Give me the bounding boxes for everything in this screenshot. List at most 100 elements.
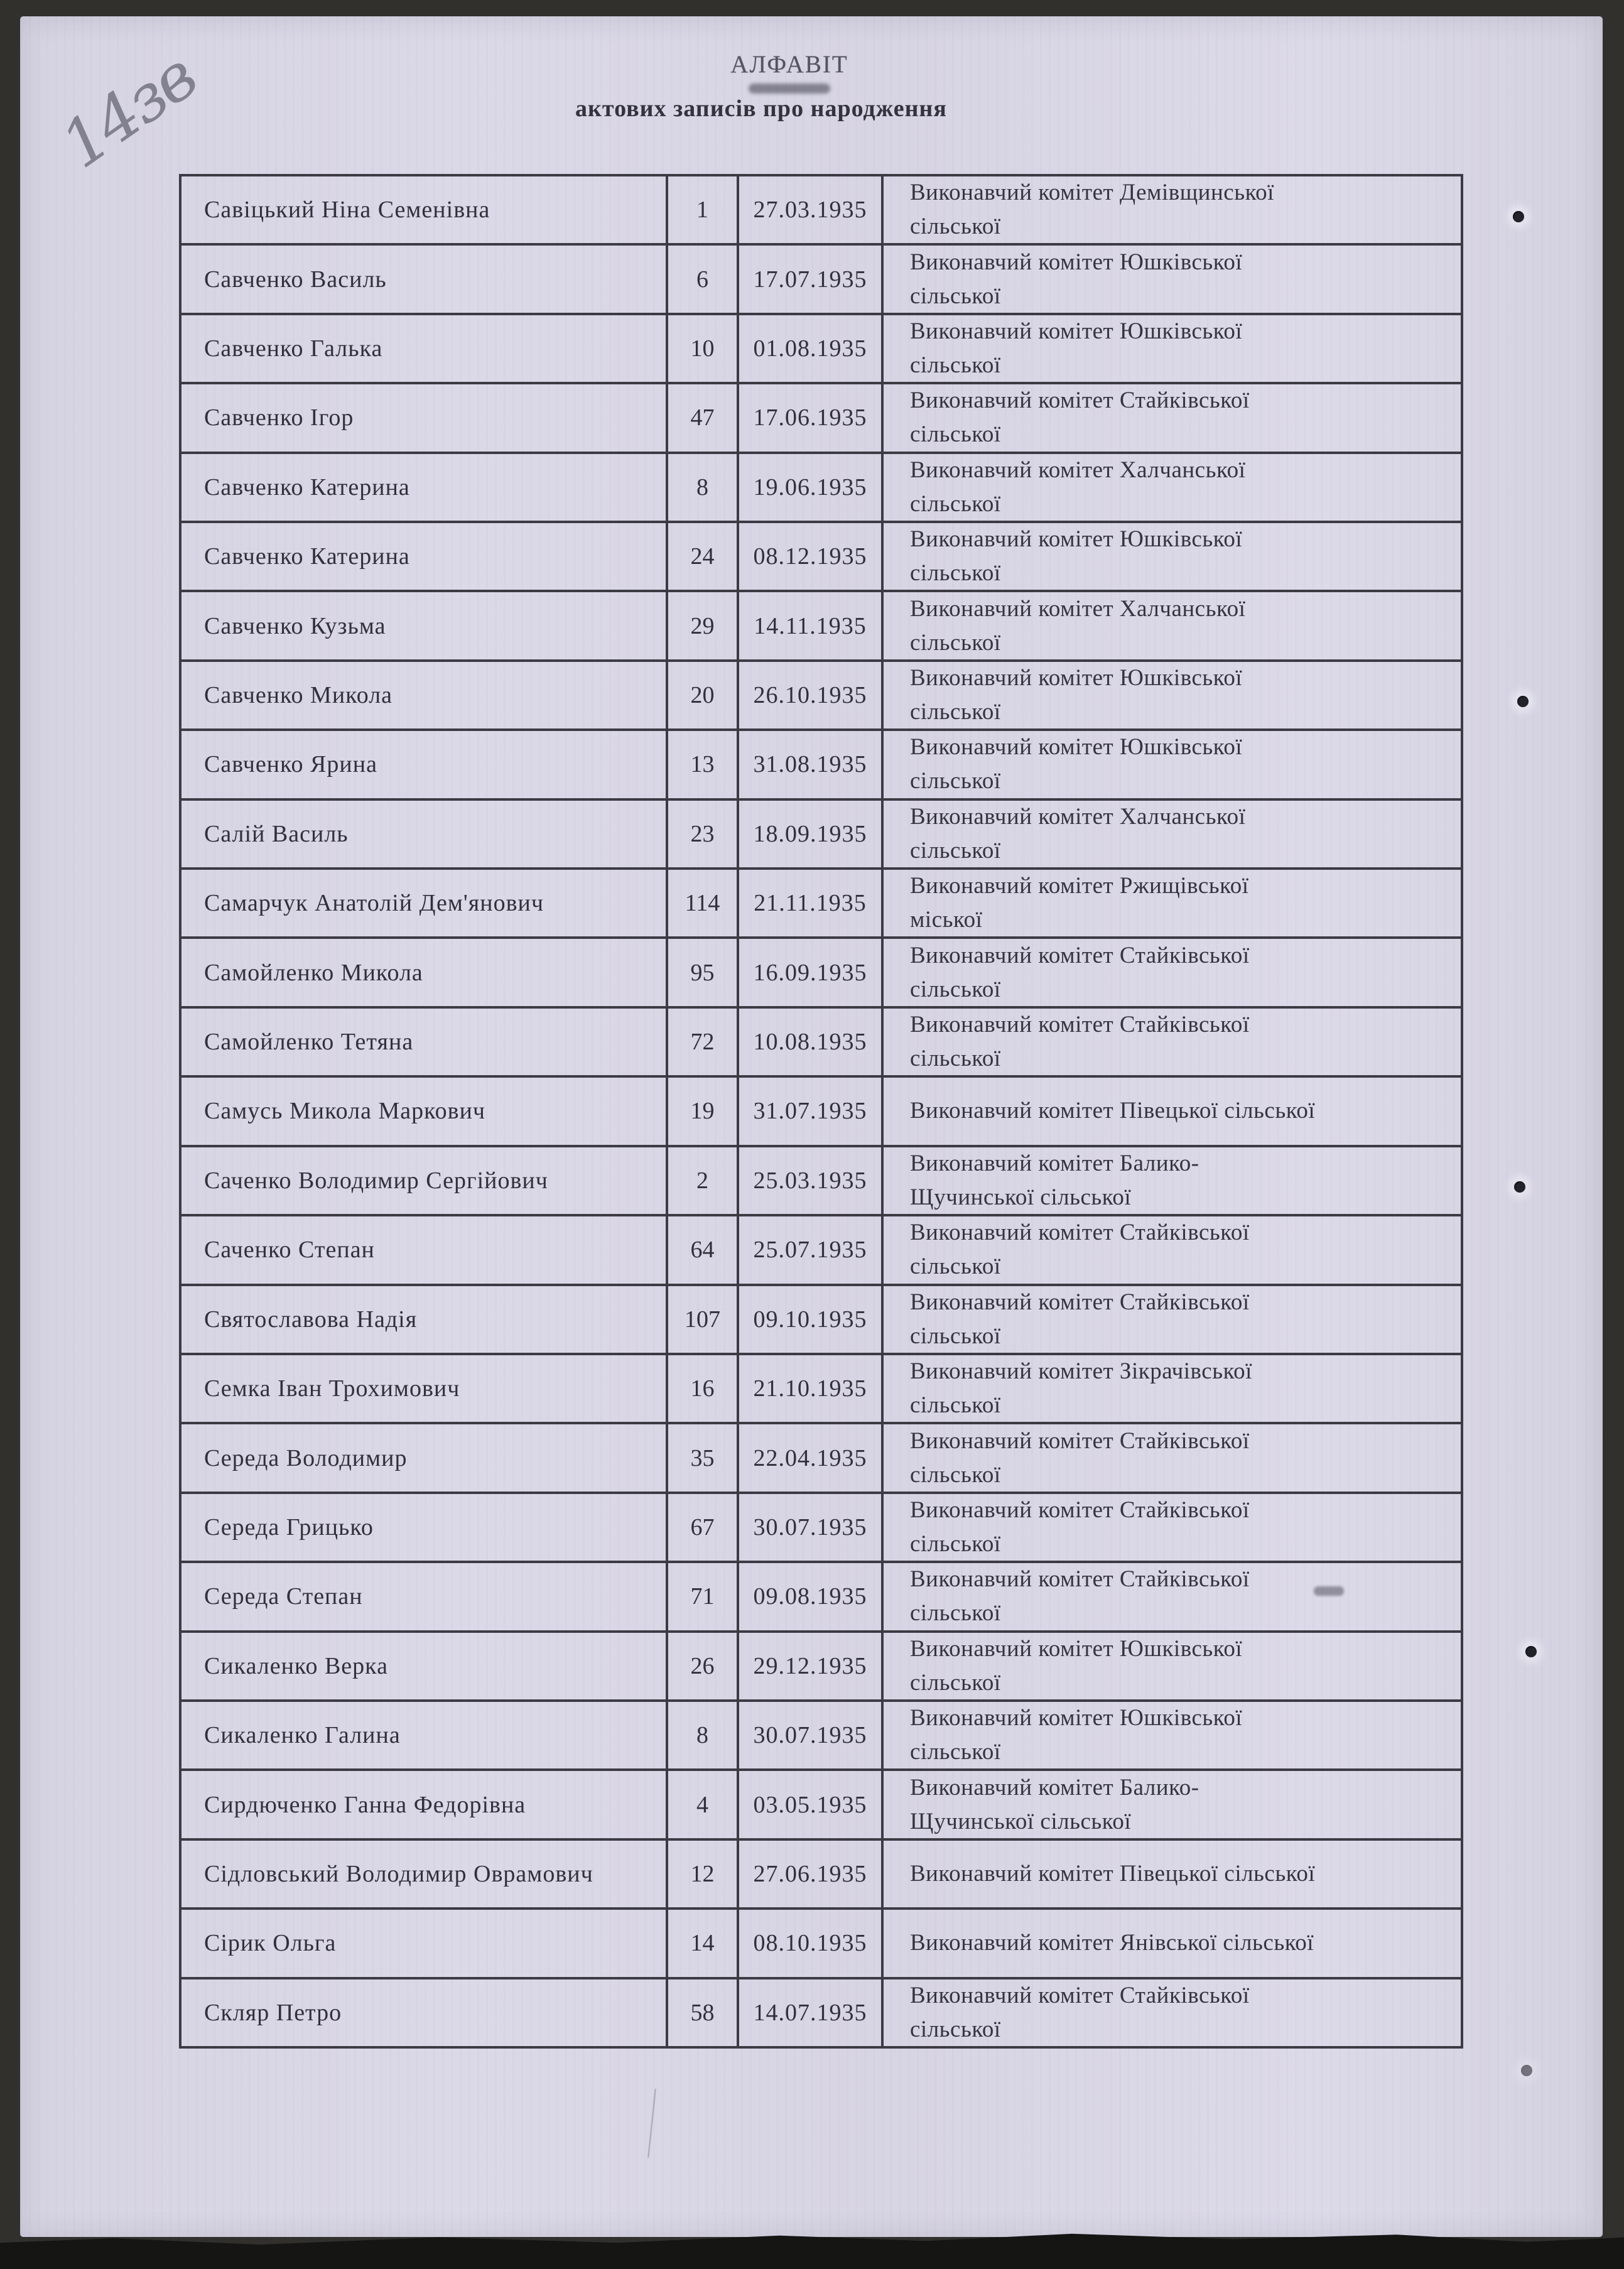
table-row: Середа Грицько 67 30.07.1935 Виконавчий … — [181, 1491, 1461, 1561]
person-name: Савченко Ярина — [181, 731, 668, 798]
record-number: 47 — [668, 384, 739, 452]
record-date: 22.04.1935 — [739, 1424, 884, 1492]
erased-text-smudge — [748, 84, 830, 94]
registration-office: Виконавчий комітет Халчанської сільської — [910, 595, 1246, 656]
registration-office: Виконавчий комітет Півецької сільської — [910, 1098, 1316, 1124]
record-number: 19 — [668, 1078, 739, 1145]
record-number: 24 — [668, 523, 739, 590]
person-name: Савченко Катерина — [181, 453, 668, 521]
record-number: 71 — [668, 1563, 739, 1630]
table-row: Самойленко Микола 95 16.09.1935 Виконавч… — [181, 936, 1461, 1006]
record-date: 29.12.1935 — [739, 1632, 884, 1699]
registration-office: Виконавчий комітет Юшківської сільської — [910, 526, 1243, 587]
record-number: 114 — [668, 870, 739, 937]
person-name: Сикаленко Верка — [181, 1632, 668, 1699]
table-row: Сірик Ольга 14 08.10.1935 Виконавчий ком… — [181, 1907, 1461, 1977]
person-name: Савченко Микола — [181, 661, 668, 729]
record-number: 13 — [668, 731, 739, 798]
table-row: Самусь Микола Маркович 19 31.07.1935 Вик… — [181, 1075, 1461, 1145]
table-row: Савіцький Ніна Семенівна 1 27.03.1935 Ви… — [181, 176, 1461, 244]
table-row: Савченко Галька 10 01.08.1935 Виконавчий… — [181, 312, 1461, 382]
table-row: Самойленко Тетяна 72 10.08.1935 Виконавч… — [181, 1005, 1461, 1076]
registration-office: Виконавчий комітет Демівщинської сільсько… — [910, 180, 1274, 240]
table-row: Савченко Микола 20 26.10.1935 Виконавчий… — [181, 659, 1461, 729]
record-date: 01.08.1935 — [739, 315, 884, 382]
record-date: 17.07.1935 — [739, 246, 884, 313]
record-number: 14 — [668, 1910, 739, 1977]
record-date: 14.11.1935 — [739, 592, 884, 659]
record-date: 16.09.1935 — [739, 939, 884, 1006]
table-row: Салій Василь 23 18.09.1935 Виконавчий ко… — [181, 798, 1461, 868]
registration-office: Виконавчий комітет Халчанської сільської — [910, 803, 1246, 864]
table-row: Саченко Володимир Сергійович 2 25.03.193… — [181, 1144, 1461, 1215]
table-row: Семка Іван Трохимович 16 21.10.1935 Вико… — [181, 1352, 1461, 1422]
registration-office: Виконавчий комітет Стайківської сільської — [910, 1220, 1250, 1280]
person-name: Самойленко Тетяна — [181, 1008, 668, 1076]
table-row: Савченко Василь 6 17.07.1935 Виконавчий … — [181, 243, 1461, 313]
registration-office: Виконавчий комітет Стайківської сільської — [910, 942, 1250, 1002]
table-row: Сирдюченко Ганна Федорівна 4 03.05.1935 … — [181, 1768, 1461, 1838]
person-name: Середа Володимир — [181, 1424, 668, 1492]
punch-hole — [1521, 2065, 1532, 2076]
record-number: 23 — [668, 800, 739, 868]
registration-office: Виконавчий комітет Півецької сільської — [910, 1860, 1316, 1887]
record-date: 09.10.1935 — [739, 1286, 884, 1353]
person-name: Сідловський Володимир Оврамович — [181, 1840, 668, 1908]
record-date: 21.10.1935 — [739, 1355, 884, 1422]
table-row: Сикаленко Галина 8 30.07.1935 Виконавчий… — [181, 1699, 1461, 1769]
registration-office: Виконавчий комітет Юшківської сільської — [910, 734, 1243, 794]
record-number: 64 — [668, 1216, 739, 1284]
page-title: АЛФАВІТ — [730, 51, 848, 78]
person-name: Сикаленко Галина — [181, 1701, 668, 1769]
table-row: Сідловський Володимир Оврамович 12 27.06… — [181, 1838, 1461, 1908]
scratch-mark — [647, 2089, 656, 2158]
registration-office: Виконавчий комітет Стайківської сільської — [910, 387, 1250, 448]
record-date: 21.11.1935 — [739, 870, 884, 937]
person-name: Савченко Кузьма — [181, 592, 668, 659]
record-date: 08.10.1935 — [739, 1910, 884, 1977]
person-name: Салій Василь — [181, 800, 668, 868]
record-number: 10 — [668, 315, 739, 382]
registration-office: Виконавчий комітет Ржищівської міської — [910, 873, 1249, 933]
person-name: Сирдюченко Ганна Федорівна — [181, 1771, 668, 1838]
page-subtitle: актових записів про народження — [575, 95, 947, 122]
record-date: 25.07.1935 — [739, 1216, 884, 1284]
record-date: 08.12.1935 — [739, 523, 884, 590]
person-name: Савченко Ігор — [181, 384, 668, 452]
record-number: 6 — [668, 246, 739, 313]
registration-office: Виконавчий комітет Янівської сільської — [910, 1930, 1314, 1956]
record-date: 30.07.1935 — [739, 1701, 884, 1769]
registration-office: Виконавчий комітет Юшківської сільської — [910, 665, 1243, 725]
record-number: 20 — [668, 661, 739, 729]
table-row: Савченко Катерина 24 08.12.1935 Виконавч… — [181, 521, 1461, 590]
table-row: Савченко Ярина 13 31.08.1935 Виконавчий … — [181, 728, 1461, 798]
table-row: Самарчук Анатолій Дем'янович 114 21.11.1… — [181, 867, 1461, 937]
registration-office: Виконавчий комітет Стайківської сільської — [910, 1289, 1250, 1349]
table-row: Середа Степан 71 09.08.1935 Виконавчий к… — [181, 1561, 1461, 1630]
punch-hole — [1514, 1181, 1525, 1193]
title-block: АЛФАВІТ актових записів про народження — [575, 50, 947, 122]
record-number: 4 — [668, 1771, 739, 1838]
registration-office: Виконавчий комітет Юшківської сільської — [910, 249, 1243, 309]
person-name: Самарчук Анатолій Дем'янович — [181, 870, 668, 937]
punch-hole — [1517, 696, 1529, 707]
person-name: Середа Грицько — [181, 1493, 668, 1561]
person-name: Сірик Ольга — [181, 1910, 668, 1977]
record-date: 26.10.1935 — [739, 661, 884, 729]
record-number: 2 — [668, 1147, 739, 1215]
record-date: 31.07.1935 — [739, 1078, 884, 1145]
ink-smudge — [1314, 1586, 1344, 1596]
record-date: 09.08.1935 — [739, 1563, 884, 1630]
record-date: 30.07.1935 — [739, 1493, 884, 1561]
record-number: 67 — [668, 1493, 739, 1561]
record-date: 27.06.1935 — [739, 1840, 884, 1908]
person-name: Середа Степан — [181, 1563, 668, 1630]
record-number: 29 — [668, 592, 739, 659]
table-row: Святославова Надія 107 09.10.1935 Викона… — [181, 1283, 1461, 1353]
person-name: Святославова Надія — [181, 1286, 668, 1353]
table-row: Савченко Кузьма 29 14.11.1935 Виконавчий… — [181, 590, 1461, 659]
record-date: 18.09.1935 — [739, 800, 884, 868]
record-date: 17.06.1935 — [739, 384, 884, 452]
registration-office: Виконавчий комітет Стайківської сільської — [910, 1427, 1250, 1488]
record-number: 58 — [668, 1979, 739, 2046]
